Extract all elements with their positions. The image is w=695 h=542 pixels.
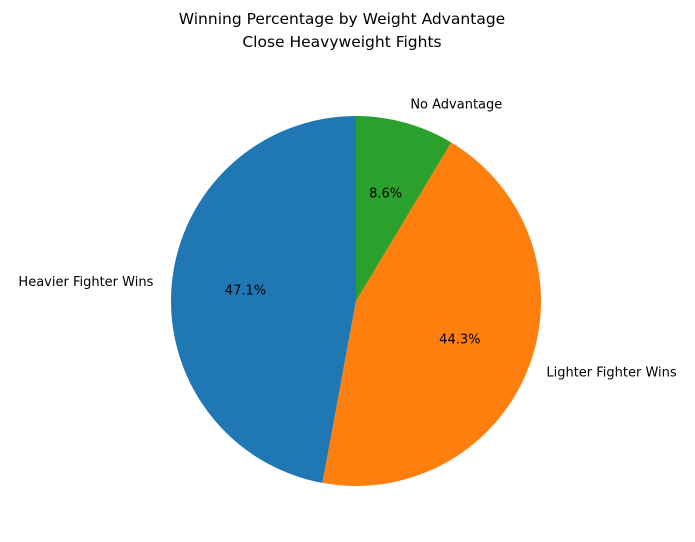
pie-slice-heavier-fighter-wins bbox=[170, 116, 356, 483]
slice-label-no-advantage: No Advantage bbox=[410, 97, 502, 112]
slice-label-heavier-fighter-wins: Heavier Fighter Wins bbox=[18, 275, 153, 290]
pct-label-lighter-fighter-wins: 44.3% bbox=[439, 333, 480, 348]
pie-slice-lighter-fighter-wins bbox=[322, 142, 542, 487]
pie-slices bbox=[170, 116, 542, 487]
pie-labels: Heavier Fighter Wins 47.1% Lighter Fighter… bbox=[18, 97, 676, 380]
pie-slice-no-advantage bbox=[356, 116, 452, 301]
chart-title-line-1: Winning Percentage by Weight Advantage bbox=[179, 10, 505, 28]
slice-label-lighter-fighter-wins: Lighter Fighter Wins bbox=[546, 365, 677, 380]
pct-label-heavier-fighter-wins: 47.1% bbox=[225, 283, 266, 298]
pct-label-no-advantage: 8.6% bbox=[369, 187, 402, 202]
chart-title-line-2: Close Heavyweight Fights bbox=[242, 33, 441, 51]
